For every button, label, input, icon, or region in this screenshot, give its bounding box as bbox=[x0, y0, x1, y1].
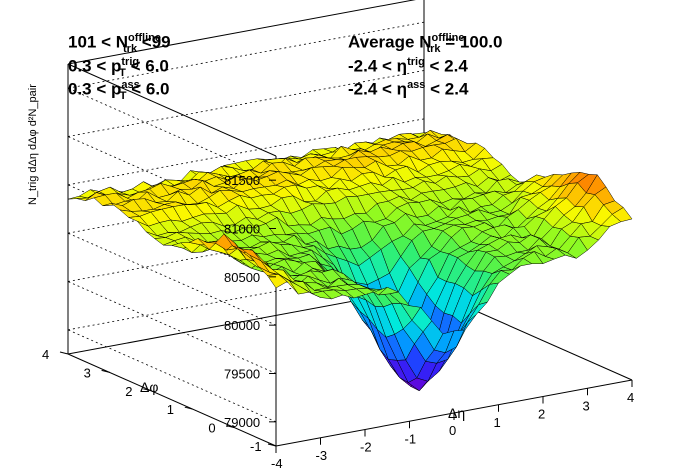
y-tick-label: 0 bbox=[208, 421, 215, 436]
z-axis-label: N_trig dΔη dΔφ d²N_pair bbox=[27, 84, 39, 205]
x-tick-label: -4 bbox=[271, 456, 283, 471]
x-tick-label: 0 bbox=[449, 423, 456, 438]
gridline-z bbox=[67, 21, 425, 89]
y-tick-label: 2 bbox=[125, 384, 132, 399]
frame-edge bbox=[67, 63, 277, 157]
y-tick-mark bbox=[101, 369, 110, 373]
y-tick-mark bbox=[226, 425, 235, 429]
x-axis-label: Δη bbox=[448, 405, 465, 421]
y-tick-label: 3 bbox=[84, 365, 91, 380]
z-tick-label: 81500 bbox=[224, 173, 260, 188]
z-tick-label: 81000 bbox=[224, 222, 260, 237]
gridline-z bbox=[67, 70, 425, 137]
y-tick-mark bbox=[184, 406, 193, 410]
x-tick-label: 2 bbox=[538, 407, 545, 422]
x-tick-label: -1 bbox=[405, 431, 417, 446]
y-tick-label: 1 bbox=[167, 402, 174, 417]
y-tick-label: 4 bbox=[42, 347, 49, 362]
x-tick-label: -2 bbox=[360, 440, 372, 455]
y-tick-mark bbox=[267, 443, 277, 447]
y-axis-label: Δφ bbox=[140, 379, 158, 395]
z-tick-label: 80500 bbox=[224, 270, 260, 285]
axis-ticks: -4 -3 -2 -1 0 1 2 3 4 -1 0 1 2 3 4 79000 79500 80000 80500… bbox=[42, 173, 634, 471]
title-line-5: -2.4 < ηtrig < 2.4 bbox=[348, 56, 468, 76]
surface-mesh bbox=[67, 129, 633, 392]
y-tick-label: -1 bbox=[250, 439, 262, 454]
surface-cell bbox=[611, 207, 633, 223]
z-tick-label: 79000 bbox=[224, 415, 260, 430]
x-tick-label: 4 bbox=[627, 390, 634, 405]
x-tick-label: -3 bbox=[316, 448, 328, 463]
y-tick-mark bbox=[59, 351, 69, 355]
title-line-6: -2.4 < ηass < 2.4 bbox=[348, 79, 469, 99]
gridline-z bbox=[67, 118, 425, 186]
title-line-4: Average Nofflinetrk = 100.0 bbox=[348, 32, 503, 56]
title-line-1: 101 < Nofflinetrk <99 bbox=[68, 32, 171, 56]
z-tick-label: 80000 bbox=[224, 318, 260, 333]
frame-edge bbox=[67, 0, 416, 65]
y-tick-mark bbox=[143, 388, 152, 392]
x-tick-label: 1 bbox=[494, 415, 501, 430]
x-tick-label: 3 bbox=[583, 398, 590, 413]
title-line-3: 0.3 < passT < 6.0 bbox=[68, 79, 170, 103]
title-line-2: 0.3 < ptrigT < 6.0 bbox=[68, 56, 169, 80]
z-tick-label: 79500 bbox=[224, 367, 260, 382]
frame-edge bbox=[67, 353, 277, 447]
